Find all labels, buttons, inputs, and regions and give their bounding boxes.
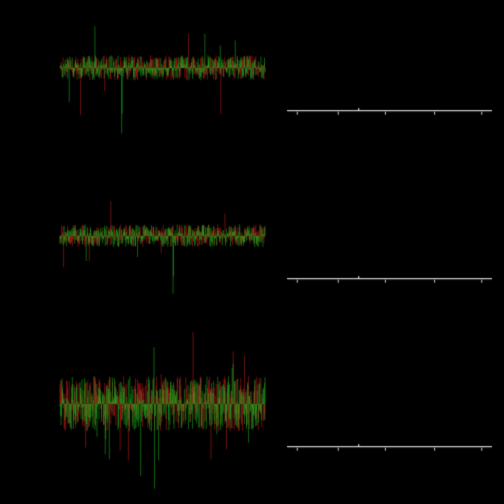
chart-canvas	[0, 0, 504, 504]
chart-grid	[0, 0, 504, 504]
